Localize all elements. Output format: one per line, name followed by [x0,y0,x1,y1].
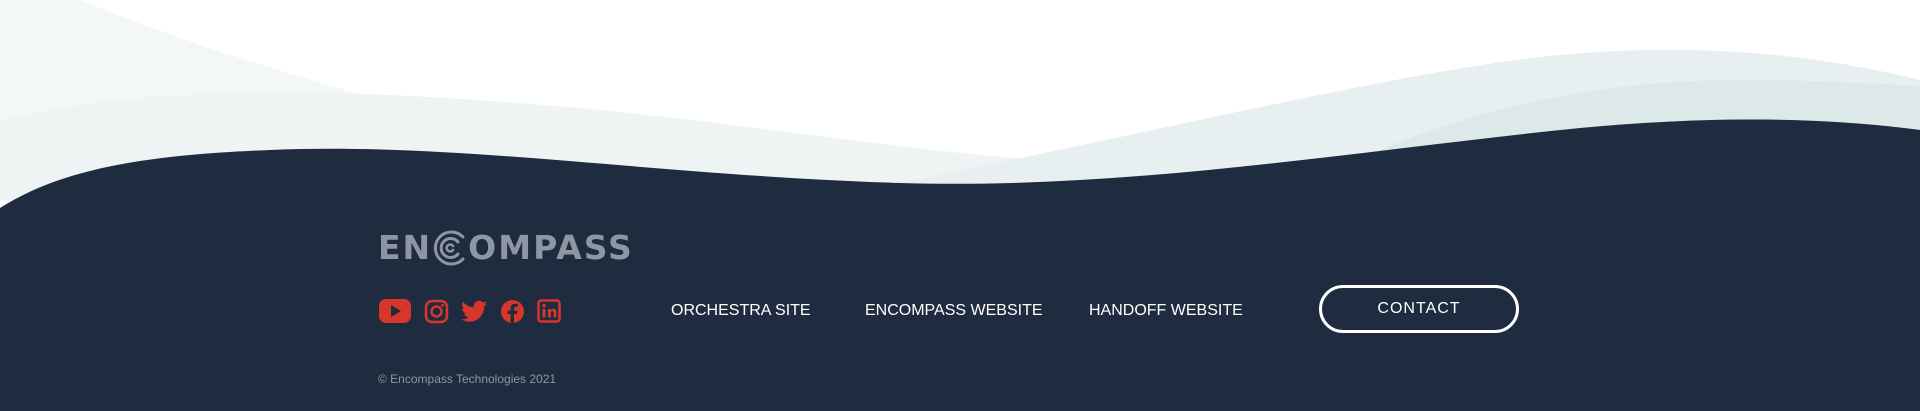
contact-button[interactable]: CONTACT [1319,285,1519,333]
navy-footer-shape [0,119,1920,411]
concentric-c-logo-icon [433,229,467,267]
youtube-icon[interactable] [378,298,412,324]
linkedin-icon[interactable] [537,299,561,323]
logo-text-end: OMPASS [468,228,634,267]
encompass-website-link[interactable]: ENCOMPASS WEBSITE [865,302,1043,319]
copyright-text: © Encompass Technologies 2021 [378,372,557,386]
handoff-website-link[interactable]: HANDOFF WEBSITE [1089,302,1243,319]
orchestra-site-link[interactable]: ORCHESTRA SITE [671,302,811,319]
logo-text-start: EN [378,228,433,267]
instagram-icon[interactable] [424,299,449,324]
social-links [378,295,573,327]
encompass-logo[interactable]: EN OMPASS [378,228,634,268]
facebook-icon[interactable] [500,299,525,324]
twitter-icon[interactable] [461,300,488,323]
